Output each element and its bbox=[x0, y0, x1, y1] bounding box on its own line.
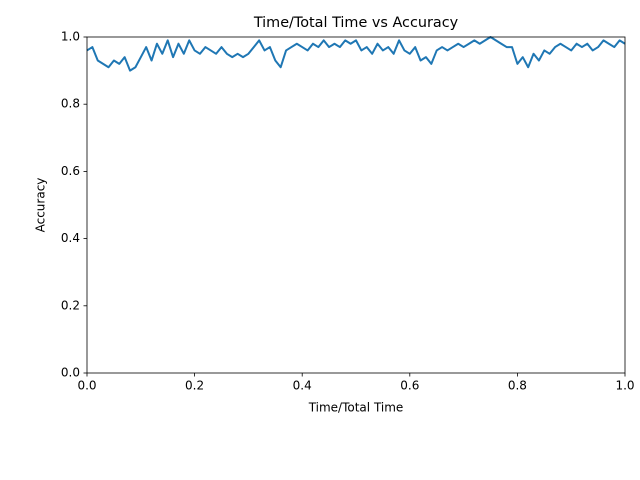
x-axis-label: Time/Total Time bbox=[308, 401, 404, 415]
x-tick-label: 0.0 bbox=[77, 379, 96, 393]
y-tick-label: 0.0 bbox=[61, 366, 80, 380]
y-axis-label: Accuracy bbox=[34, 178, 48, 233]
x-tick-label: 1.0 bbox=[615, 379, 634, 393]
y-tick-label: 0.6 bbox=[61, 164, 80, 178]
y-tick-label: 0.2 bbox=[61, 298, 80, 312]
y-tick-label: 0.8 bbox=[61, 97, 80, 111]
y-tick-label: 0.4 bbox=[61, 231, 80, 245]
x-tick-label: 0.8 bbox=[508, 379, 527, 393]
data-line bbox=[86, 36, 626, 72]
plot-frame bbox=[86, 36, 626, 374]
chart-title: Time/Total Time vs Accuracy bbox=[253, 15, 459, 31]
x-tick-label: 0.2 bbox=[185, 379, 204, 393]
x-tick-label: 0.6 bbox=[400, 379, 419, 393]
x-tick-label: 0.4 bbox=[293, 379, 312, 393]
y-tick-label: 1.0 bbox=[61, 30, 80, 44]
